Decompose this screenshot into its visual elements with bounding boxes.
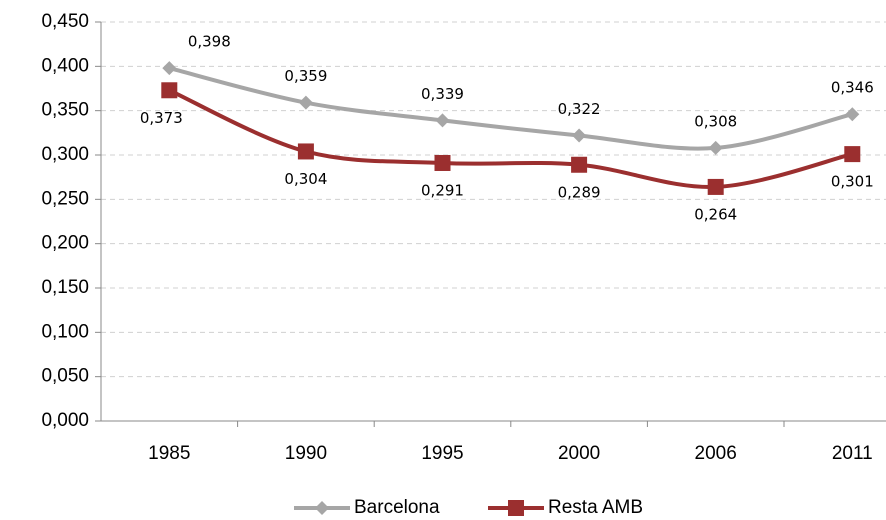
series-line xyxy=(168,66,853,151)
data-label: 0,339 xyxy=(421,85,464,103)
point xyxy=(161,82,178,99)
point xyxy=(435,113,450,128)
data-label: 0,398 xyxy=(188,33,231,51)
data-label: 0,291 xyxy=(421,181,464,199)
point xyxy=(434,154,451,171)
point xyxy=(845,107,860,122)
x-tick-label: 1990 xyxy=(285,443,327,464)
point xyxy=(571,156,588,173)
data-label: 0,346 xyxy=(831,79,874,97)
y-tick-label: 0,150 xyxy=(41,277,89,298)
y-tick-label: 0,350 xyxy=(41,100,89,121)
data-label: 0,289 xyxy=(558,183,601,201)
x-tick-label: 1985 xyxy=(148,443,190,464)
point xyxy=(844,146,861,163)
data-label: 0,304 xyxy=(284,170,327,188)
y-tick-label: 0,450 xyxy=(41,11,89,32)
legend-marker xyxy=(315,501,329,515)
y-tick-label: 0,000 xyxy=(41,410,89,431)
point xyxy=(707,178,724,195)
data-label: 0,264 xyxy=(694,205,737,223)
y-tick-label: 0,300 xyxy=(41,144,89,165)
data-label: 0,322 xyxy=(558,100,601,118)
x-tick-label: 2000 xyxy=(558,443,600,464)
legend-label: Resta AMB xyxy=(548,497,643,518)
data-label: 0,373 xyxy=(140,109,183,127)
data-label: 0,301 xyxy=(831,173,874,191)
point xyxy=(572,128,587,143)
legend-label: Barcelona xyxy=(354,497,440,518)
y-tick-label: 0,200 xyxy=(41,233,89,254)
series-line xyxy=(168,88,853,189)
x-tick-label: 2011 xyxy=(832,443,873,464)
point xyxy=(297,143,314,160)
data-label: 0,359 xyxy=(284,67,327,85)
point xyxy=(708,140,723,155)
y-tick-label: 0,400 xyxy=(41,55,89,76)
y-tick-label: 0,050 xyxy=(41,366,89,387)
y-tick-label: 0,250 xyxy=(41,188,89,209)
y-tick-label: 0,100 xyxy=(41,321,89,342)
x-tick-label: 2006 xyxy=(695,443,737,464)
x-tick-label: 1995 xyxy=(421,443,463,464)
point xyxy=(162,61,177,76)
point xyxy=(298,95,313,110)
legend-marker xyxy=(508,500,524,516)
data-label: 0,308 xyxy=(694,112,737,130)
